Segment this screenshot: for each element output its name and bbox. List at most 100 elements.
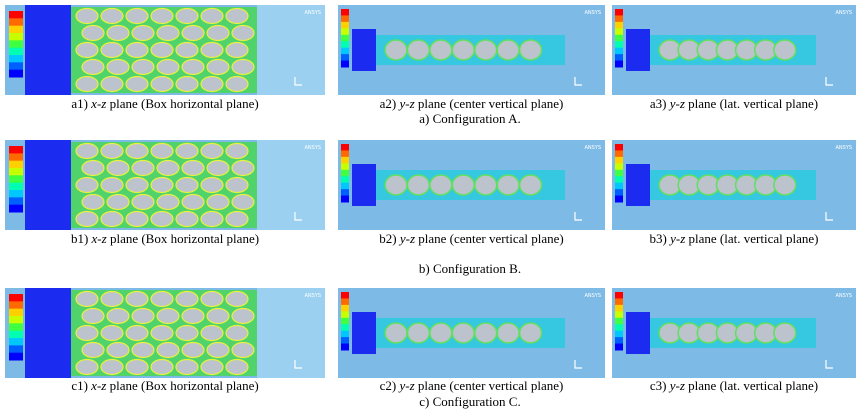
- tube: [774, 175, 796, 195]
- colorbar-step: [341, 292, 349, 299]
- tube: [226, 178, 248, 193]
- tube: [132, 195, 154, 210]
- colorbar-step: [615, 22, 623, 29]
- colorbar-step: [341, 311, 349, 318]
- tube: [176, 360, 198, 375]
- tube: [76, 326, 98, 341]
- colorbar-step: [9, 353, 23, 361]
- tube: [226, 292, 248, 307]
- colorbar-step: [9, 146, 23, 154]
- panel-caption: b3) y-z plane (lat. vertical plane): [634, 231, 834, 246]
- tube: [82, 161, 104, 176]
- colorbar-step: [9, 338, 23, 346]
- contour-image: ANSYS: [5, 288, 325, 378]
- tube: [226, 326, 248, 341]
- tube: [82, 26, 104, 41]
- tube: [182, 309, 204, 324]
- colorbar-step: [9, 316, 23, 324]
- colorbar-step: [341, 54, 349, 61]
- colorbar-step: [341, 331, 349, 338]
- colorbar-step: [615, 331, 623, 338]
- tube: [407, 40, 429, 60]
- panel-caption: c3) y-z plane (lat. vertical plane): [609, 378, 859, 393]
- tube: [151, 9, 173, 24]
- colorbar-step: [615, 163, 623, 170]
- panel-text: plane (center vertical plane): [418, 378, 563, 393]
- tube: [151, 212, 173, 227]
- tube: [497, 323, 519, 343]
- tube: [82, 195, 104, 210]
- tube: [774, 40, 796, 60]
- tube: [126, 43, 148, 58]
- colorbar-step: [341, 61, 349, 68]
- ansys-logo: ANSYS: [584, 10, 601, 16]
- tube: [76, 178, 98, 193]
- colorbar-step: [615, 318, 623, 325]
- tube: [385, 323, 407, 343]
- panel-label: a3): [650, 96, 667, 111]
- panel-label: a2): [380, 96, 397, 111]
- tube: [232, 343, 254, 358]
- tube: [126, 292, 148, 307]
- colorbar-step: [341, 324, 349, 331]
- plane-name: y-z: [670, 231, 685, 246]
- tube: [182, 26, 204, 41]
- colorbar-step: [615, 292, 623, 299]
- colorbar-step: [341, 22, 349, 29]
- panel-text: plane (center vertical plane): [418, 96, 563, 111]
- colorbar-step: [9, 301, 23, 309]
- panel-caption: a2) y-z plane (center vertical plane): [347, 96, 597, 111]
- ansys-logo: ANSYS: [584, 293, 601, 299]
- outlet-zone: [257, 140, 325, 230]
- tube: [176, 178, 198, 193]
- tube: [385, 175, 407, 195]
- tube: [126, 360, 148, 375]
- colorbar-step: [341, 35, 349, 42]
- tube: [201, 77, 223, 92]
- tube: [132, 161, 154, 176]
- tube: [132, 343, 154, 358]
- tube: [151, 178, 173, 193]
- tube: [475, 323, 497, 343]
- colorbar-step: [9, 205, 23, 213]
- ansys-logo: ANSYS: [835, 10, 852, 16]
- contour-image: ANSYS: [5, 140, 325, 230]
- tube: [226, 212, 248, 227]
- tube: [157, 309, 179, 324]
- colorbar-step: [615, 41, 623, 48]
- tube: [452, 40, 474, 60]
- panel-text: plane (Box horizontal plane): [110, 96, 259, 111]
- colorbar-step: [9, 55, 23, 63]
- outlet-zone: [257, 5, 325, 95]
- colorbar-step: [615, 150, 623, 157]
- tube: [107, 60, 129, 75]
- tube: [475, 40, 497, 60]
- tube: [151, 77, 173, 92]
- colorbar-step: [9, 18, 23, 26]
- panel-text: plane (lat. vertical plane): [689, 231, 819, 246]
- colorbar-step: [9, 331, 23, 339]
- colorbar-step: [9, 309, 23, 317]
- panel-text: plane (Box horizontal plane): [110, 231, 259, 246]
- inlet-zone: [626, 312, 650, 354]
- colorbar-step: [341, 170, 349, 177]
- colorbar-step: [341, 48, 349, 55]
- tube: [497, 175, 519, 195]
- tube: [101, 144, 123, 159]
- panel-caption: b1) x-z plane (Box horizontal plane): [40, 231, 290, 246]
- inlet-zone: [25, 140, 71, 230]
- colorbar-step: [9, 40, 23, 48]
- tube: [126, 9, 148, 24]
- colorbar-step: [341, 150, 349, 157]
- colorbar-step: [341, 305, 349, 312]
- tube: [101, 43, 123, 58]
- colorbar-step: [341, 15, 349, 22]
- configuration-caption: a) Configuration A.: [320, 111, 620, 127]
- tube: [232, 26, 254, 41]
- colorbar-step: [9, 190, 23, 198]
- tube: [132, 26, 154, 41]
- tube: [232, 161, 254, 176]
- tube: [226, 144, 248, 159]
- inlet-zone: [352, 164, 376, 206]
- colorbar-step: [615, 183, 623, 190]
